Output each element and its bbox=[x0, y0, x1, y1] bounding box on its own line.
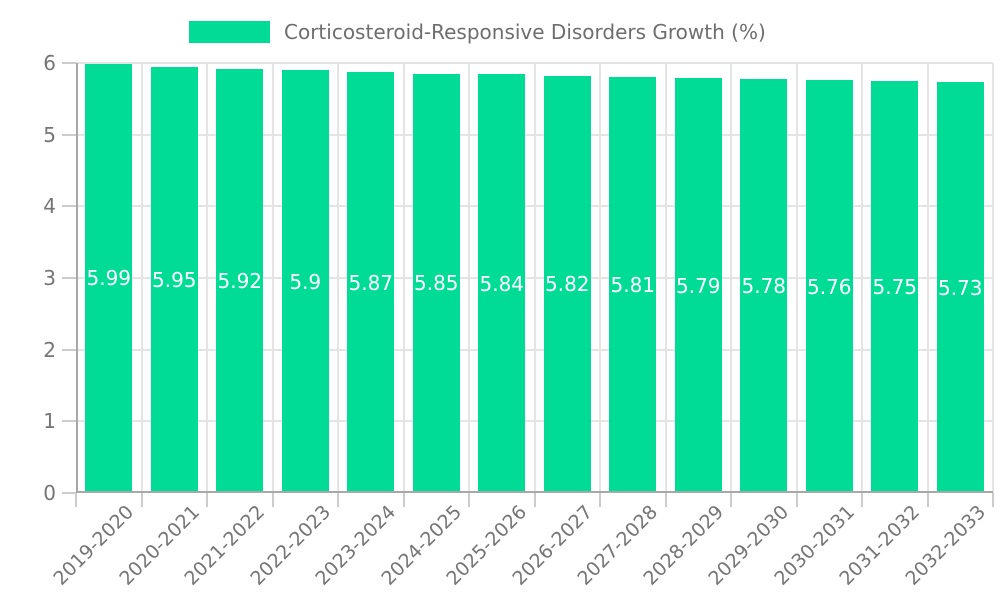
y-tick-mark bbox=[62, 62, 76, 64]
x-tick-mark bbox=[402, 493, 405, 507]
bar: 5.75 bbox=[871, 80, 919, 493]
x-tick-mark bbox=[795, 493, 798, 507]
legend-label: Corticosteroid-Responsive Disorders Grow… bbox=[284, 20, 766, 44]
x-gridline bbox=[337, 63, 339, 493]
bar: 5.84 bbox=[478, 74, 526, 493]
chart-legend[interactable]: Corticosteroid-Responsive Disorders Grow… bbox=[189, 20, 766, 44]
x-tick-mark bbox=[664, 493, 667, 507]
x-tick-mark bbox=[533, 493, 536, 507]
bar-value-label: 5.87 bbox=[348, 270, 394, 295]
bar: 5.82 bbox=[543, 75, 591, 493]
y-tick-label: 6 bbox=[43, 51, 56, 75]
bar: 5.92 bbox=[216, 68, 264, 493]
x-gridline bbox=[992, 63, 994, 493]
y-tick-mark bbox=[62, 205, 76, 208]
bar-value-label: 5.75 bbox=[872, 274, 918, 299]
x-tick-mark bbox=[992, 493, 994, 507]
x-tick-mark bbox=[599, 493, 601, 507]
bar: 5.87 bbox=[347, 72, 395, 493]
bar-value-label: 5.95 bbox=[151, 267, 197, 292]
x-gridline bbox=[926, 63, 929, 493]
bar-value-label: 5.82 bbox=[544, 272, 590, 297]
y-tick-label: 5 bbox=[43, 122, 56, 147]
x-gridline bbox=[468, 63, 470, 493]
bar-value-label: 5.9 bbox=[289, 269, 322, 294]
bar: 5.95 bbox=[150, 66, 198, 493]
bar-value-label: 5.92 bbox=[217, 268, 263, 293]
x-gridline bbox=[664, 63, 667, 493]
y-tick-label: 2 bbox=[43, 337, 56, 362]
x-tick-mark bbox=[861, 493, 863, 507]
y-tick-mark bbox=[62, 420, 76, 423]
y-axis-line bbox=[76, 63, 78, 493]
bar-value-label: 5.73 bbox=[937, 275, 983, 300]
bar: 5.79 bbox=[674, 78, 722, 493]
bar: 5.78 bbox=[740, 78, 788, 493]
bar: 5.73 bbox=[936, 82, 984, 493]
x-gridline bbox=[402, 63, 405, 493]
y-tick-mark bbox=[62, 492, 76, 494]
bar: 5.81 bbox=[609, 76, 657, 493]
bar-value-label: 5.76 bbox=[806, 274, 852, 299]
x-tick-mark bbox=[140, 493, 143, 507]
x-tick-mark bbox=[206, 493, 208, 507]
x-gridline bbox=[861, 63, 863, 493]
x-gridline bbox=[206, 63, 208, 493]
x-tick-mark bbox=[730, 493, 732, 507]
x-gridline bbox=[599, 63, 601, 493]
x-tick-mark bbox=[926, 493, 929, 507]
plot-area: 0 1 2 3 4 5 6 5.99 2019-2020 5.95 2020-2021 5.92 202… bbox=[43, 51, 994, 590]
bar: 5.9 bbox=[281, 70, 329, 493]
bar-value-label: 5.99 bbox=[86, 266, 132, 291]
legend-swatch-icon bbox=[189, 21, 270, 43]
y-tick-label: 1 bbox=[43, 409, 56, 434]
y-tick-label: 0 bbox=[43, 481, 56, 505]
bar-value-label: 5.81 bbox=[610, 272, 656, 297]
y-tick-label: 3 bbox=[43, 266, 56, 290]
x-tick-mark bbox=[271, 493, 274, 507]
x-tick-mark bbox=[337, 493, 339, 507]
y-tick-label: 4 bbox=[43, 194, 56, 219]
bar-value-label: 5.79 bbox=[675, 273, 721, 298]
bar-value-label: 5.84 bbox=[479, 271, 525, 296]
x-tick-mark bbox=[75, 493, 77, 507]
x-gridline bbox=[271, 63, 274, 493]
bar-value-label: 5.78 bbox=[741, 273, 787, 298]
x-gridline bbox=[730, 63, 732, 493]
y-tick-mark bbox=[62, 133, 76, 136]
y-tick-mark bbox=[62, 348, 76, 351]
bar-value-label: 5.85 bbox=[413, 271, 459, 296]
x-gridline bbox=[533, 63, 536, 493]
x-gridline bbox=[140, 63, 143, 493]
y-tick-mark bbox=[62, 277, 76, 279]
x-gridline bbox=[795, 63, 798, 493]
bar: 5.99 bbox=[85, 63, 133, 493]
bar: 5.76 bbox=[805, 80, 853, 493]
x-tick-mark bbox=[468, 493, 470, 507]
bar: 5.85 bbox=[412, 73, 460, 493]
x-axis-line bbox=[76, 491, 993, 493]
